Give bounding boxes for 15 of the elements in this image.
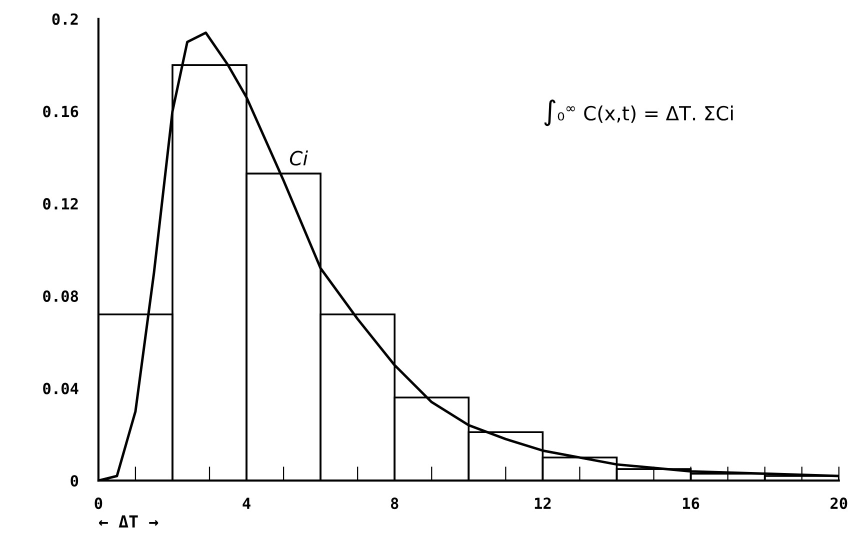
x-tick-label: 4 [242, 498, 250, 509]
annotation: ∫₀$^{∞}$ C(x,t) = ΔT. ΣCi [544, 99, 733, 126]
annotation: Ci [290, 150, 308, 166]
x-tick-label: 20 [830, 498, 848, 510]
y-tick-label: 0.12 [43, 198, 78, 210]
x-tick-label: 12 [534, 498, 551, 509]
x-tick-label: 8 [390, 498, 398, 510]
y-tick-label: 0.2 [52, 13, 78, 25]
y-tick-label: 0.16 [43, 106, 78, 118]
x-axis-title: ← ΔT → [98, 515, 158, 528]
y-tick-label: 0.04 [43, 382, 78, 394]
y-tick-label: 0 [70, 475, 78, 487]
x-tick-label: 0 [94, 498, 102, 510]
x-tick-label: 16 [683, 498, 700, 510]
y-tick-label: 0.08 [43, 290, 78, 302]
